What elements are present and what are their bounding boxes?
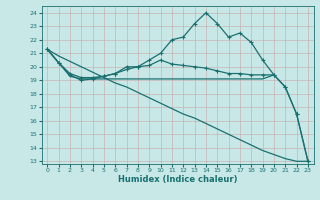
X-axis label: Humidex (Indice chaleur): Humidex (Indice chaleur) <box>118 175 237 184</box>
